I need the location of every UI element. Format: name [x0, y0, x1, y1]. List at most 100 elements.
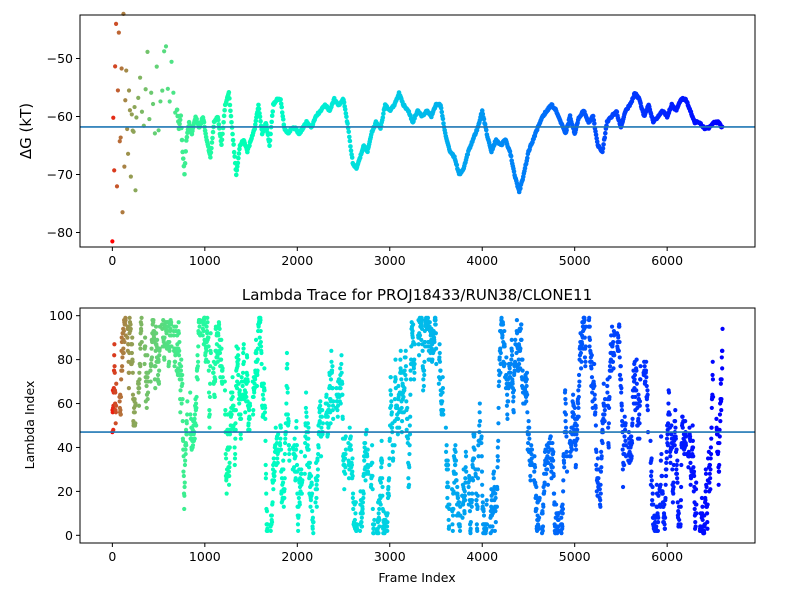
lambda-point [511, 410, 516, 415]
lambda-point [527, 425, 532, 430]
lambda-point [179, 401, 184, 406]
lambda-y-ticks: 0 20 40 60 80 100 [49, 308, 80, 543]
lambda-point [237, 401, 242, 406]
lambda-point [602, 408, 607, 413]
y-tick-label: −70 [47, 167, 73, 182]
lambda-point [592, 361, 597, 367]
lambda-point [130, 392, 136, 397]
lambda-point [255, 368, 260, 373]
lambda-point [433, 317, 438, 323]
lambda-point [204, 348, 209, 353]
lambda-point [137, 386, 142, 391]
x-tick-label: 2000 [281, 549, 313, 564]
y-tick-label: 20 [57, 484, 73, 499]
lambda-point [157, 346, 162, 351]
lambda-point [245, 379, 250, 384]
lambda-point [376, 531, 381, 536]
lambda-point [395, 416, 401, 422]
lambda-point [516, 357, 521, 362]
lambda-point [387, 462, 392, 468]
delta-g-point [600, 146, 606, 151]
lambda-point [691, 469, 697, 474]
lambda-point [472, 447, 477, 452]
lambda-point [445, 467, 451, 472]
lambda-point [587, 344, 592, 349]
lambda-point [658, 482, 663, 487]
lambda-point [233, 408, 238, 413]
lambda-point [207, 394, 213, 400]
lambda-point [476, 467, 481, 472]
lambda-point [444, 443, 449, 448]
delta-g-point [138, 75, 143, 80]
lambda-point [440, 390, 445, 395]
lambda-point [534, 506, 539, 512]
lambda-point [469, 504, 474, 509]
lambda-point [504, 355, 509, 360]
lambda-point [275, 460, 280, 465]
lambda-point [240, 370, 246, 375]
lambda-point [403, 348, 408, 353]
x-tick-label: 3000 [374, 549, 406, 564]
lambda-point [540, 528, 545, 534]
lambda-point [181, 469, 186, 474]
lambda-point [494, 504, 500, 509]
lambda-point [499, 315, 504, 320]
lambda-point [292, 436, 297, 441]
delta-g-point [221, 113, 227, 119]
lambda-point [299, 467, 304, 472]
lambda-point [378, 502, 383, 507]
lambda-point [118, 394, 124, 400]
lambda-point [217, 350, 223, 356]
lambda-point [579, 359, 584, 364]
x-tick-label: 5000 [559, 549, 591, 564]
lambda-point [285, 386, 290, 391]
lambda-point [316, 451, 321, 457]
delta-g-point [483, 127, 489, 133]
lambda-point [437, 350, 442, 356]
lambda-point [644, 375, 649, 380]
delta-g-point [601, 142, 606, 147]
lambda-point [362, 458, 367, 463]
lambda-point [520, 357, 525, 362]
lambda-point [281, 458, 286, 463]
lambda-point [407, 465, 412, 470]
lambda-point [188, 390, 193, 395]
lambda-point [574, 423, 579, 428]
delta-g-point [129, 112, 134, 117]
delta-g-point [184, 134, 190, 140]
lambda-point [315, 467, 321, 472]
lambda-point [113, 410, 118, 415]
lambda-point [446, 484, 451, 490]
lambda-point [545, 467, 550, 472]
lambda-point [665, 421, 671, 426]
lambda-point [233, 427, 238, 432]
delta-g-point [235, 164, 240, 169]
lambda-point [387, 436, 392, 441]
delta-g-point [219, 137, 225, 143]
lambda-point [298, 449, 304, 454]
lambda-point [306, 465, 312, 470]
lambda-point [363, 432, 368, 437]
lambda-point [692, 473, 697, 479]
lambda-point [587, 315, 592, 320]
lambda-point [617, 324, 622, 329]
delta-g-point [441, 121, 446, 126]
lambda-point [241, 359, 247, 364]
lambda-point [470, 478, 476, 483]
lambda-point [694, 502, 699, 507]
lambda-point [145, 353, 150, 358]
lambda-point [481, 513, 487, 518]
lambda-point [351, 506, 356, 512]
lambda-point [295, 522, 301, 527]
delta-g-plot-frame [79, 14, 756, 248]
lambda-y-axis-label: Lambda Index [22, 381, 37, 470]
lambda-point [265, 528, 270, 534]
lambda-point [243, 410, 248, 415]
delta-g-point [253, 118, 259, 124]
lambda-point [118, 412, 123, 417]
lambda-point [634, 368, 639, 373]
lambda-point [436, 381, 441, 386]
delta-g-point [120, 210, 125, 215]
lambda-point [495, 487, 500, 492]
lambda-point [574, 432, 579, 437]
